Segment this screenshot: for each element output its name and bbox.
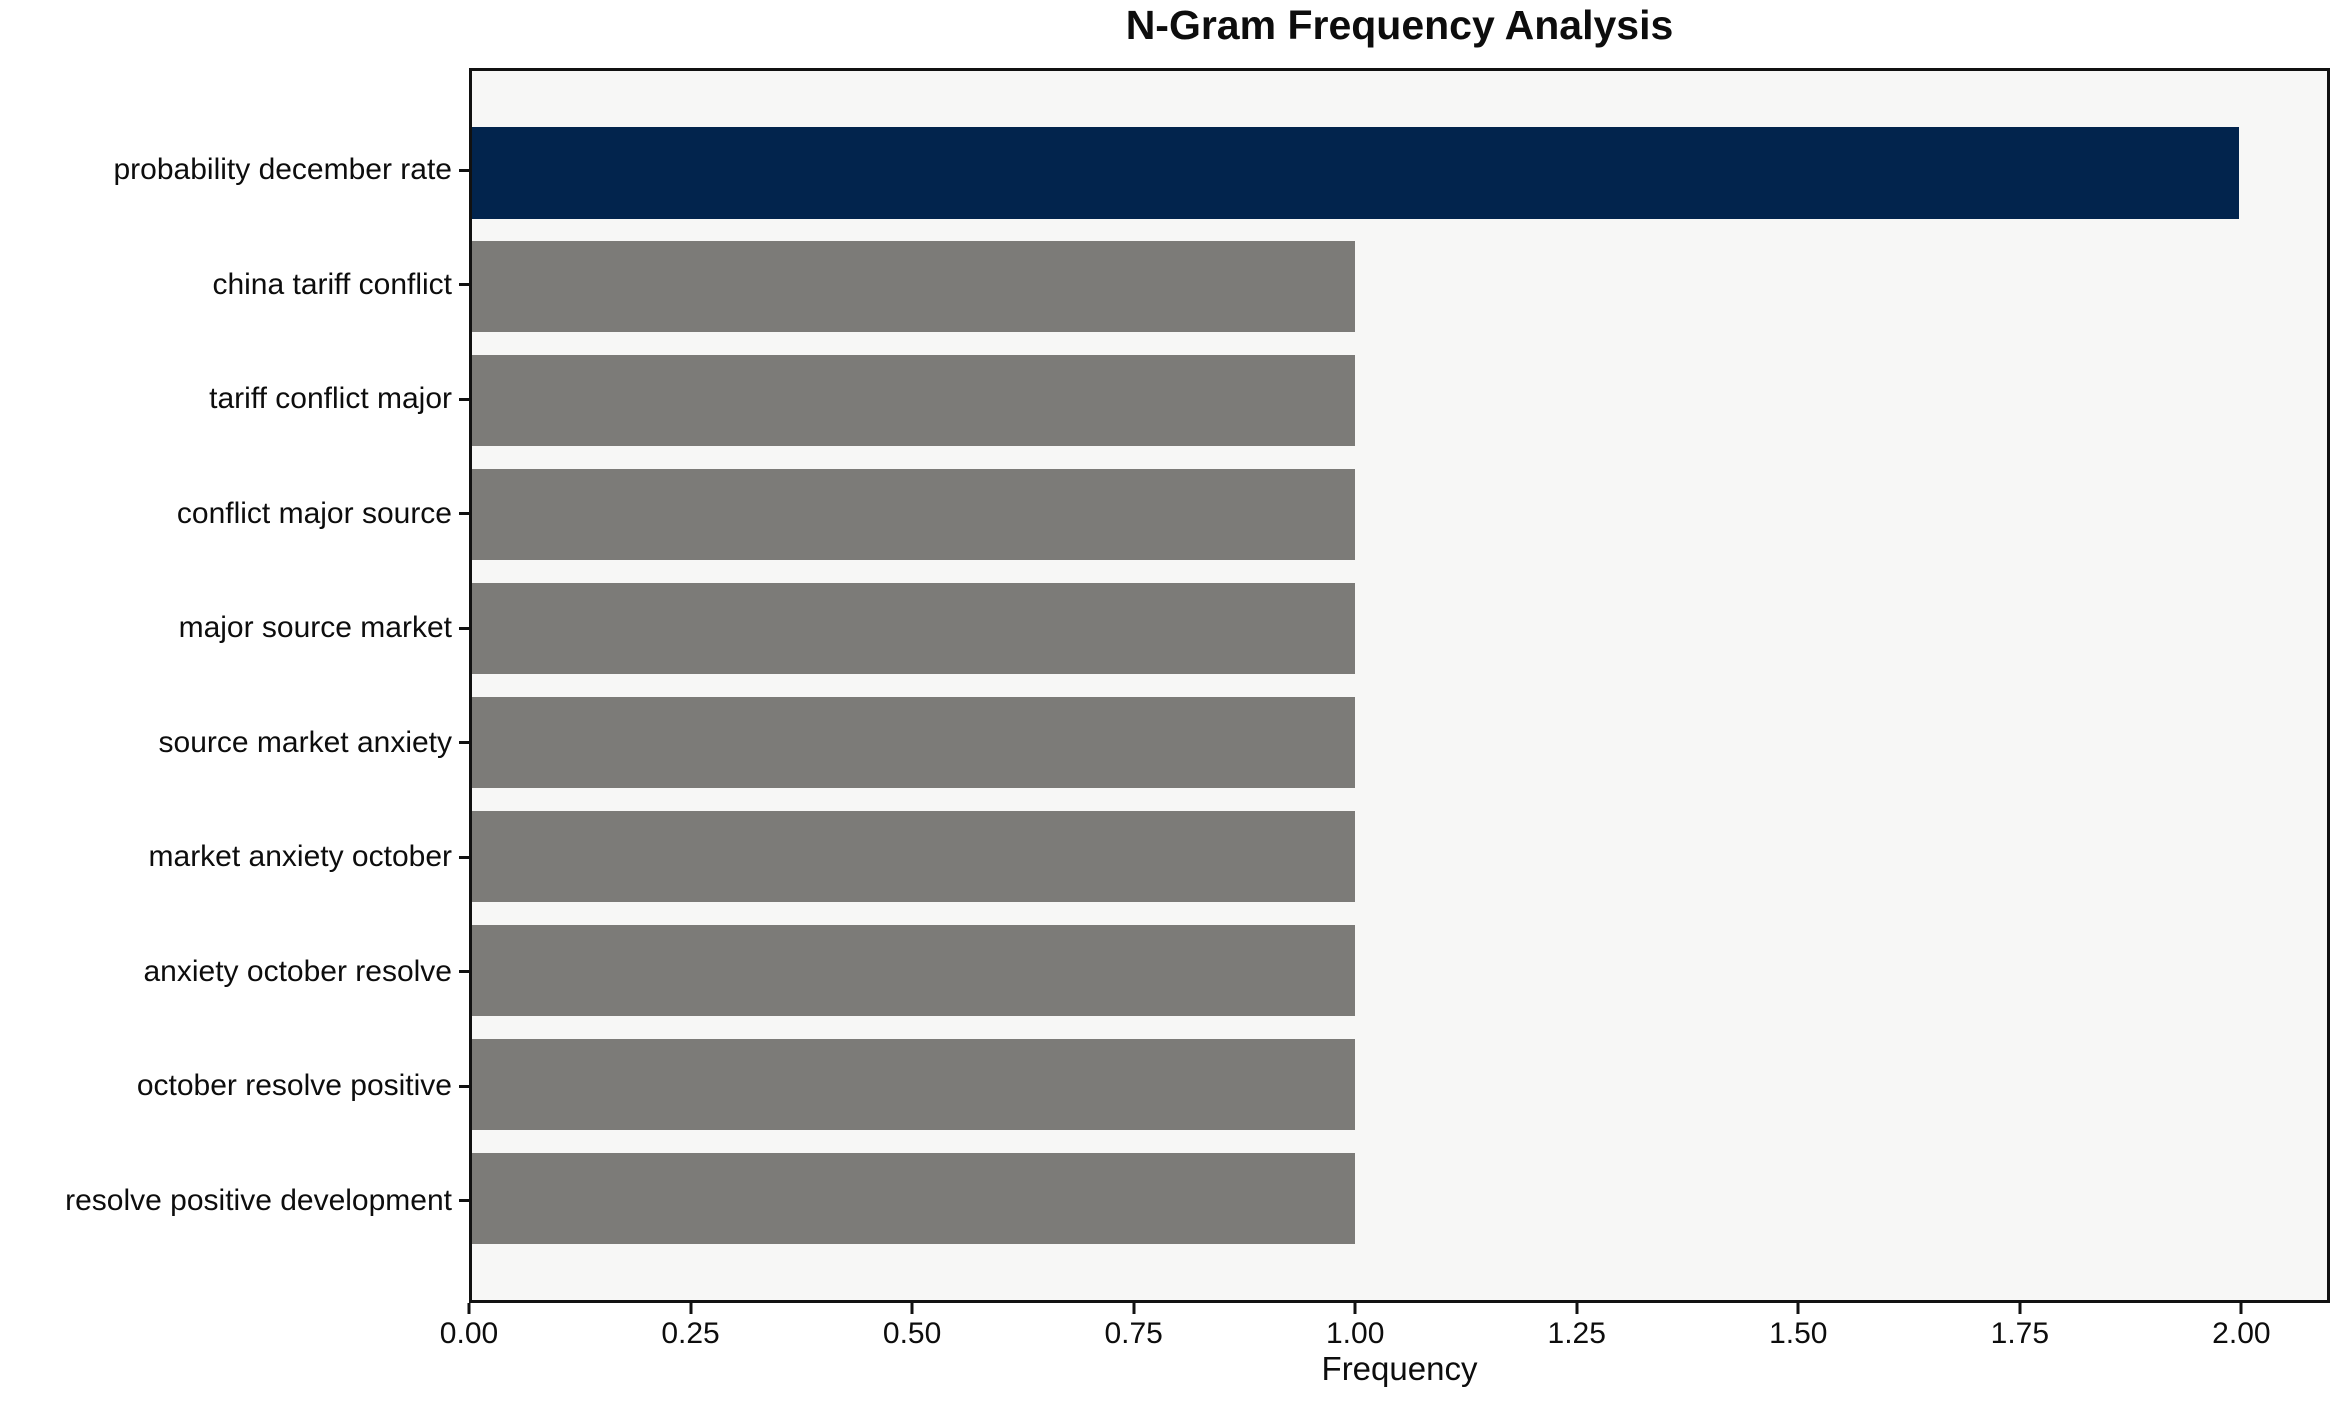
bar-row [472, 686, 2327, 800]
x-axis: 0.00 0.25 0.50 0.75 1.00 1.25 1.50 1.75 2.00 [440, 1303, 2330, 1363]
bar-row [472, 1141, 2327, 1255]
x-tick-mark [1353, 1303, 1357, 1314]
bar-7 [472, 810, 1356, 902]
y-tick-mark [459, 512, 469, 516]
bar-row [472, 913, 2327, 1027]
x-tick-mark [910, 1303, 914, 1314]
bar-9 [472, 1038, 1356, 1130]
plot-area [469, 68, 2330, 1303]
y-tick-mark [459, 970, 469, 974]
bar-10 [472, 1152, 1356, 1244]
bar-2 [472, 241, 1356, 333]
y-label-row: tariff conflict major [0, 342, 469, 457]
x-tick-mark [1132, 1303, 1136, 1314]
y-tick-label: major source market [178, 611, 452, 645]
y-tick-mark [459, 397, 469, 401]
bar-4 [472, 469, 1356, 561]
bar-row [472, 458, 2327, 572]
y-tick-label: october resolve positive [136, 1069, 452, 1103]
x-tick-mark [467, 1303, 471, 1314]
x-tick-mark [1796, 1303, 1800, 1314]
y-tick-mark [459, 626, 469, 630]
bar-row [472, 230, 2327, 344]
x-tick-label: 1.00 [1325, 1317, 1385, 1350]
chart-title: N-Gram Frequency Analysis [1125, 2, 1674, 48]
bar-row [472, 344, 2327, 458]
y-tick-label: resolve positive development [65, 1183, 452, 1217]
y-tick-mark [459, 855, 469, 859]
x-tick-label: 1.25 [1547, 1317, 1606, 1350]
x-tick-mark [1575, 1303, 1579, 1314]
x-axis-label: Frequency [1321, 1350, 1478, 1387]
y-tick-mark [459, 168, 469, 172]
y-label-row: market anxiety october [0, 800, 469, 915]
x-tick-mark [689, 1303, 693, 1314]
bar-5 [472, 583, 1356, 675]
x-tick-label: 2.00 [2212, 1317, 2271, 1350]
y-tick-label: tariff conflict major [209, 382, 452, 416]
y-tick-label: source market anxiety [158, 725, 452, 759]
x-tick-mark [2018, 1303, 2022, 1314]
x-tick-label: 0.50 [882, 1317, 942, 1350]
y-tick-label: anxiety october resolve [143, 954, 453, 988]
y-tick-label: china tariff conflict [212, 267, 452, 301]
bar-row [472, 799, 2327, 913]
x-tick-label: 0.25 [661, 1317, 720, 1350]
y-label-row: october resolve positive [0, 1029, 469, 1144]
y-axis: probability december rate china tariff co… [0, 68, 469, 1303]
x-tick-label: 1.50 [1769, 1317, 1828, 1350]
bar-row [472, 572, 2327, 686]
x-tick-label: 1.75 [1990, 1317, 2050, 1350]
y-label-row: probability december rate [0, 113, 469, 228]
bar-3 [472, 355, 1356, 447]
x-tick-mark [2239, 1303, 2243, 1314]
y-label-row: conflict major source [0, 457, 469, 572]
y-label-row: major source market [0, 571, 469, 686]
y-tick-label: conflict major source [176, 496, 452, 530]
y-label-row: resolve positive development [0, 1144, 469, 1259]
y-tick-mark [459, 741, 469, 745]
bar-row [472, 116, 2327, 230]
bar-1 [472, 127, 2239, 219]
y-label-row: china tariff conflict [0, 228, 469, 343]
y-tick-label: market anxiety october [148, 840, 452, 874]
y-tick-mark [459, 283, 469, 287]
y-label-row: anxiety october resolve [0, 915, 469, 1030]
bar-6 [472, 696, 1356, 789]
x-tick-label: 0.75 [1104, 1317, 1163, 1350]
bar-row [472, 1027, 2327, 1141]
y-tick-mark [459, 1084, 469, 1088]
y-tick-label: probability december rate [113, 153, 452, 187]
y-tick-mark [459, 1199, 469, 1203]
x-tick-label: 0.00 [439, 1317, 499, 1350]
y-label-row: source market anxiety [0, 686, 469, 801]
bar-8 [472, 924, 1356, 1016]
